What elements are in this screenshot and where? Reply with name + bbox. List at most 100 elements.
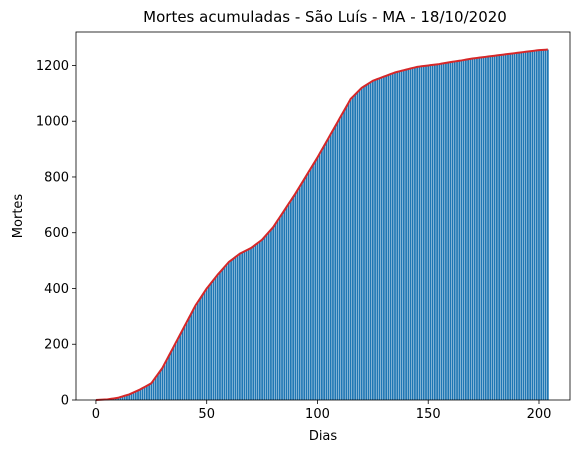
bar bbox=[527, 51, 529, 401]
bar bbox=[123, 395, 126, 400]
bar bbox=[440, 63, 443, 401]
bar bbox=[520, 52, 523, 400]
bar bbox=[174, 342, 177, 400]
bar bbox=[498, 55, 500, 400]
bar bbox=[270, 229, 272, 400]
bar bbox=[216, 274, 219, 400]
y-tick-label: 1200 bbox=[36, 59, 69, 74]
bar bbox=[429, 65, 432, 401]
bar bbox=[287, 203, 290, 400]
bar bbox=[531, 50, 534, 401]
bar bbox=[507, 54, 509, 401]
bar bbox=[309, 168, 312, 400]
x-axis: 0 50 100 150 200 bbox=[92, 400, 552, 422]
bar bbox=[409, 68, 412, 401]
bar bbox=[336, 122, 339, 400]
bar bbox=[416, 66, 419, 400]
bar bbox=[515, 52, 518, 400]
bar bbox=[141, 388, 144, 400]
bar bbox=[511, 53, 514, 400]
bar bbox=[402, 70, 405, 400]
bar bbox=[245, 250, 248, 400]
bar bbox=[159, 371, 162, 400]
bar bbox=[345, 106, 348, 400]
bar bbox=[396, 71, 399, 401]
x-tick-label: 200 bbox=[527, 407, 552, 422]
bar bbox=[318, 153, 321, 400]
bar bbox=[219, 272, 221, 400]
bar bbox=[376, 79, 379, 401]
bar bbox=[163, 363, 166, 400]
bar bbox=[504, 54, 507, 401]
bar bbox=[460, 60, 463, 400]
bar bbox=[458, 60, 461, 401]
bar bbox=[385, 75, 388, 401]
trend-line bbox=[95, 48, 548, 401]
bar bbox=[232, 258, 235, 400]
bar bbox=[201, 295, 204, 400]
bar bbox=[210, 282, 213, 400]
x-tick-label: 150 bbox=[416, 407, 441, 422]
bar bbox=[546, 49, 549, 401]
bar bbox=[267, 232, 270, 400]
bar bbox=[422, 66, 425, 400]
bar bbox=[478, 57, 481, 401]
bar bbox=[431, 64, 434, 401]
bar bbox=[128, 394, 131, 400]
bar bbox=[414, 67, 416, 400]
bar bbox=[134, 391, 137, 400]
bar bbox=[263, 237, 266, 400]
bar bbox=[192, 309, 195, 400]
bar bbox=[183, 326, 186, 400]
bar bbox=[223, 267, 226, 400]
bar bbox=[427, 65, 430, 400]
bar bbox=[307, 171, 310, 400]
bar-series bbox=[97, 49, 549, 401]
bar bbox=[491, 55, 494, 400]
bar bbox=[250, 248, 252, 400]
bar bbox=[157, 374, 159, 400]
bar bbox=[420, 66, 423, 400]
bar bbox=[289, 200, 292, 400]
bar bbox=[371, 80, 374, 400]
bar bbox=[283, 210, 286, 400]
y-tick-label: 0 bbox=[61, 394, 69, 409]
bar bbox=[334, 126, 337, 400]
bar bbox=[509, 53, 512, 400]
bar bbox=[205, 288, 208, 400]
bar bbox=[489, 56, 492, 400]
bar bbox=[285, 207, 288, 400]
bar bbox=[234, 256, 237, 400]
bar bbox=[340, 114, 343, 401]
bar bbox=[500, 54, 503, 401]
bar bbox=[391, 73, 394, 400]
bar bbox=[265, 234, 268, 400]
bar bbox=[148, 384, 150, 400]
bar bbox=[179, 334, 181, 400]
bar bbox=[418, 66, 421, 400]
bar bbox=[188, 317, 190, 400]
bar bbox=[436, 64, 438, 400]
x-axis-label: Dias bbox=[309, 429, 338, 444]
bar bbox=[225, 264, 228, 400]
bar bbox=[338, 118, 341, 401]
bar bbox=[221, 269, 224, 400]
bar bbox=[365, 84, 368, 400]
bar bbox=[227, 262, 230, 400]
bar bbox=[312, 164, 314, 400]
y-tick-label: 800 bbox=[44, 170, 69, 185]
bar bbox=[540, 49, 543, 400]
bar bbox=[524, 51, 527, 400]
bar bbox=[469, 58, 472, 400]
bar bbox=[321, 149, 323, 400]
bar bbox=[367, 83, 370, 400]
bar bbox=[438, 64, 441, 400]
bar bbox=[529, 51, 532, 401]
bar bbox=[314, 161, 317, 400]
bar bbox=[476, 57, 478, 401]
bar bbox=[130, 393, 133, 400]
bar bbox=[484, 56, 487, 401]
bar bbox=[445, 62, 447, 400]
bar bbox=[538, 50, 540, 401]
bar bbox=[480, 57, 483, 401]
